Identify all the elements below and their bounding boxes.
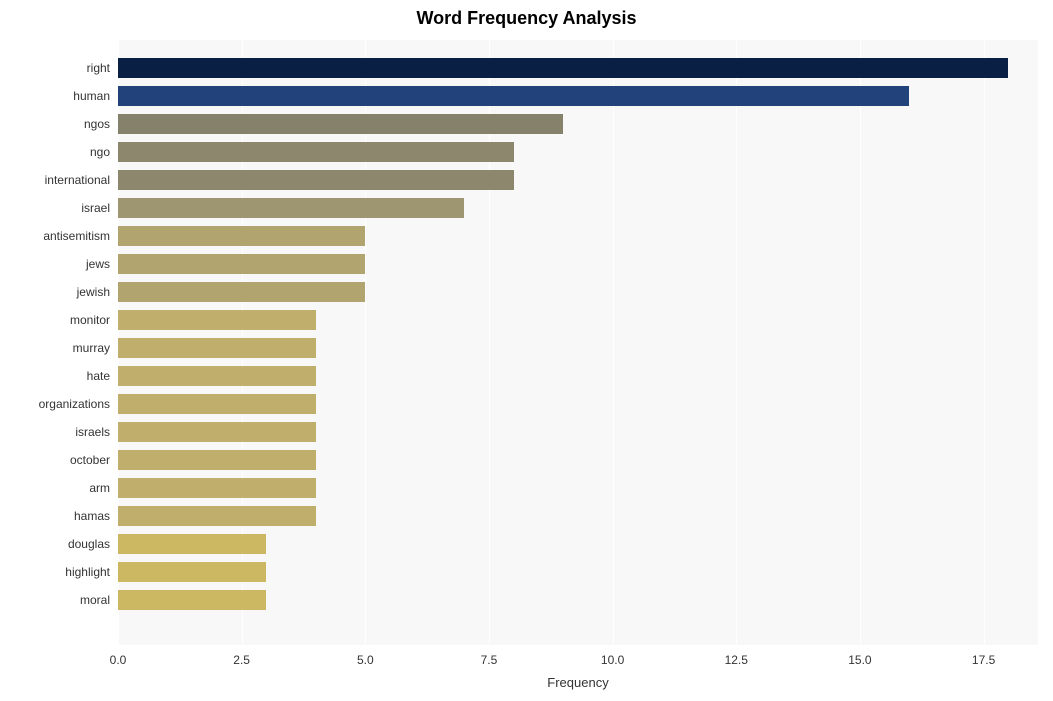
- gridline: [736, 40, 737, 645]
- bar: [118, 58, 1008, 78]
- bar: [118, 394, 316, 414]
- y-tick-label: right: [87, 61, 118, 75]
- chart-title: Word Frequency Analysis: [0, 8, 1053, 29]
- x-tick-label: 5.0: [357, 645, 374, 667]
- y-tick-label: october: [70, 453, 118, 467]
- x-axis-title: Frequency: [118, 675, 1038, 690]
- bar: [118, 86, 909, 106]
- x-tick-label: 0.0: [110, 645, 127, 667]
- bar: [118, 422, 316, 442]
- bar: [118, 254, 365, 274]
- y-tick-label: monitor: [70, 313, 118, 327]
- y-tick-label: israel: [81, 201, 118, 215]
- y-tick-label: murray: [73, 341, 118, 355]
- y-tick-label: hate: [87, 369, 118, 383]
- y-tick-label: organizations: [39, 397, 118, 411]
- y-tick-label: highlight: [65, 565, 118, 579]
- gridline: [984, 40, 985, 645]
- y-tick-label: jews: [86, 257, 118, 271]
- bar: [118, 282, 365, 302]
- bar: [118, 142, 514, 162]
- x-tick-label: 17.5: [972, 645, 995, 667]
- bar: [118, 170, 514, 190]
- bar: [118, 590, 266, 610]
- bar: [118, 226, 365, 246]
- y-tick-label: israels: [75, 425, 118, 439]
- gridline: [860, 40, 861, 645]
- chart-container: Word Frequency Analysis Frequency 0.02.5…: [0, 0, 1053, 701]
- x-tick-label: 10.0: [601, 645, 624, 667]
- y-tick-label: arm: [89, 481, 118, 495]
- bar: [118, 338, 316, 358]
- bar: [118, 366, 316, 386]
- bar: [118, 310, 316, 330]
- y-tick-label: hamas: [74, 509, 118, 523]
- bar: [118, 198, 464, 218]
- y-tick-label: ngo: [90, 145, 118, 159]
- bar: [118, 450, 316, 470]
- bar: [118, 478, 316, 498]
- bar: [118, 534, 266, 554]
- x-tick-label: 15.0: [848, 645, 871, 667]
- x-tick-label: 12.5: [725, 645, 748, 667]
- y-tick-label: human: [73, 89, 118, 103]
- y-tick-label: douglas: [68, 537, 118, 551]
- plot-area: Frequency 0.02.55.07.510.012.515.017.5ri…: [118, 40, 1038, 645]
- y-tick-label: jewish: [77, 285, 118, 299]
- x-tick-label: 7.5: [481, 645, 498, 667]
- gridline: [613, 40, 614, 645]
- bar: [118, 562, 266, 582]
- y-tick-label: antisemitism: [43, 229, 118, 243]
- y-tick-label: moral: [80, 593, 118, 607]
- bar: [118, 114, 563, 134]
- bar: [118, 506, 316, 526]
- y-tick-label: international: [45, 173, 118, 187]
- y-tick-label: ngos: [84, 117, 118, 131]
- x-tick-label: 2.5: [233, 645, 250, 667]
